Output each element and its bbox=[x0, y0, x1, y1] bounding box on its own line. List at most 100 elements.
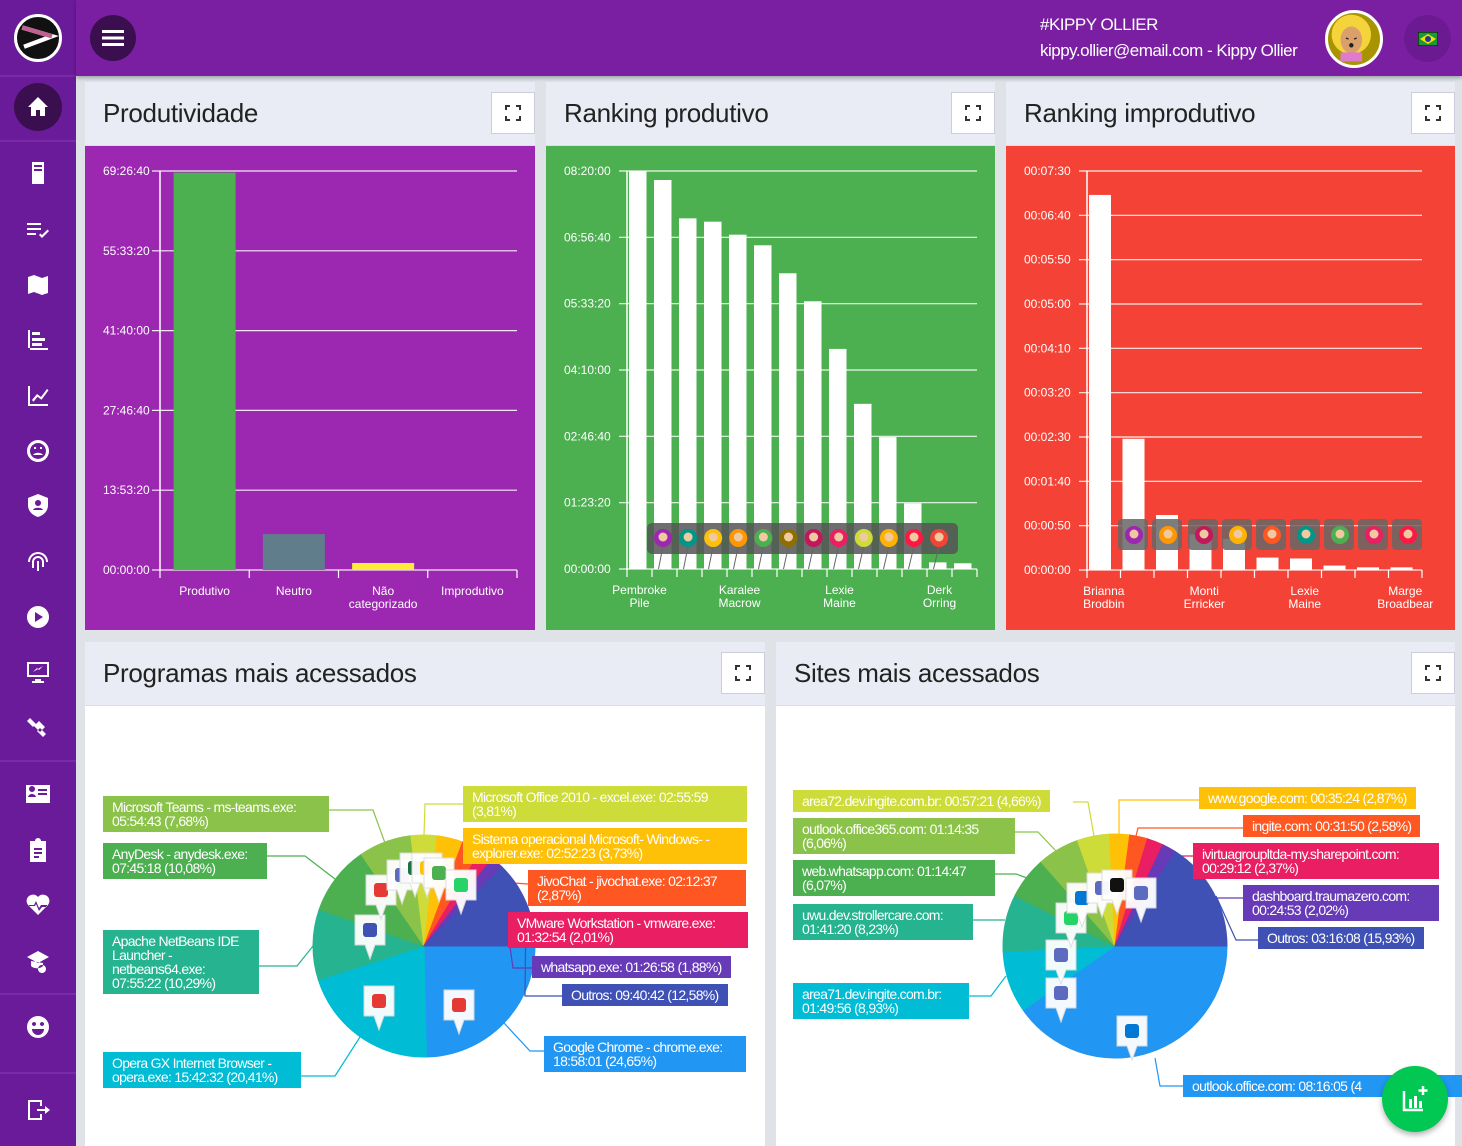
expand-button[interactable] bbox=[1411, 652, 1455, 694]
avatar-leader bbox=[683, 545, 689, 570]
x-tick-label-line: Maine bbox=[823, 596, 856, 610]
sidebar-item-play[interactable] bbox=[14, 593, 62, 641]
pie-slice bbox=[1022, 945, 1228, 1059]
icon-path bbox=[32, 162, 44, 184]
search-school-icon bbox=[27, 951, 49, 973]
sidebar-item-gauge[interactable] bbox=[14, 427, 62, 475]
app-logo-icon bbox=[1054, 948, 1068, 962]
avatar-face bbox=[909, 532, 919, 542]
language-button[interactable] bbox=[1404, 15, 1451, 62]
user-tag: #KIPPY OLLIER bbox=[1040, 15, 1158, 34]
icon-path bbox=[30, 838, 46, 862]
x-tick-label-line: Broadbear bbox=[1377, 597, 1433, 611]
sidebar-item-home[interactable] bbox=[14, 83, 62, 131]
avatar-face bbox=[1233, 529, 1243, 539]
divider bbox=[0, 1072, 76, 1074]
x-tick-label-line: Marge bbox=[1388, 584, 1422, 598]
pie-svg bbox=[969, 799, 1258, 1087]
panel-title: Produtividade bbox=[103, 98, 259, 128]
avatar-leader bbox=[858, 545, 865, 570]
avatar-face bbox=[758, 532, 768, 542]
sidebar-item-heartbeat[interactable] bbox=[14, 881, 62, 929]
bar bbox=[352, 562, 415, 570]
x-tick-label-line: Produtivo bbox=[179, 584, 230, 598]
sidebar-item-clipboard[interactable] bbox=[14, 826, 62, 874]
panel-sites: Sites mais acessados outlook.office.com:… bbox=[776, 642, 1462, 1146]
app-logo-icon bbox=[1054, 986, 1068, 1000]
y-tick-label: 01:23:20 bbox=[564, 496, 611, 510]
y-tick-label: 00:05:50 bbox=[1024, 253, 1071, 267]
pie-label: uwu.dev.strollercare.com: 01:41:20 (8,23… bbox=[793, 904, 973, 940]
app-logo-icon bbox=[452, 998, 466, 1012]
leader-line bbox=[995, 873, 1028, 879]
x-tick-label-line: Erricker bbox=[1184, 597, 1225, 611]
sidebar-item-emoji[interactable] bbox=[14, 1003, 62, 1051]
ranking-improdutivo-chart: 00:00:00 00:00:50 00:01:40 00:02:30 00:03:20… bbox=[1006, 146, 1455, 630]
leader-line bbox=[450, 838, 463, 847]
pie-label: web.whatsapp.com: 01:14:47 (6,07%) bbox=[793, 860, 995, 896]
expand-button[interactable] bbox=[491, 92, 535, 134]
sidebar-item-server[interactable] bbox=[14, 149, 62, 197]
ranking-produtivo-chart: 00:00:00 01:23:20 02:46:40 04:10:00 05:33:20… bbox=[546, 146, 995, 630]
expand-button[interactable] bbox=[721, 652, 765, 694]
pie-label: Google Chrome - chrome.exe: 18:58:01 (24… bbox=[544, 1036, 746, 1072]
bar bbox=[829, 348, 847, 569]
avatar-leader bbox=[758, 545, 764, 570]
sidebar-item-line-chart[interactable] bbox=[14, 372, 62, 420]
add-chart-button[interactable] bbox=[1382, 1066, 1448, 1132]
clipboard-icon bbox=[30, 838, 46, 862]
menu-button[interactable] bbox=[90, 15, 136, 61]
avatar-leader bbox=[908, 545, 915, 570]
sidebar-item-logout[interactable] bbox=[14, 1086, 62, 1134]
leader-line bbox=[1215, 895, 1258, 941]
sidebar-item-search-school[interactable] bbox=[14, 938, 62, 986]
icon-path bbox=[27, 662, 49, 683]
sidebar-item-map[interactable] bbox=[14, 261, 62, 309]
x-tick-label-line: Derk bbox=[927, 583, 953, 597]
y-tick-label: 00:04:10 bbox=[1024, 341, 1071, 355]
leader-line bbox=[267, 855, 336, 880]
sidebar-item-id-card[interactable] bbox=[14, 770, 62, 818]
y-tick-label: 08:20:00 bbox=[564, 164, 611, 178]
bar bbox=[704, 221, 722, 570]
pie-label: ivirtuagroupltda-my.sharepoint.com: 00:2… bbox=[1193, 843, 1439, 879]
y-tick-label: 05:33:20 bbox=[564, 297, 611, 311]
sidebar-item-satellite[interactable] bbox=[14, 704, 62, 752]
y-tick-label: 00:00:00 bbox=[103, 563, 150, 577]
app-logo[interactable] bbox=[14, 14, 62, 62]
sidebar-item-monitor[interactable] bbox=[14, 648, 62, 696]
x-tick-label: Lexie Maine bbox=[823, 583, 856, 610]
monitor-icon bbox=[27, 662, 49, 683]
avatar-face bbox=[1163, 529, 1173, 539]
avatar-face bbox=[733, 532, 743, 542]
pie-svg bbox=[259, 803, 562, 1077]
bar bbox=[629, 171, 647, 569]
sidebar-item-bar-list[interactable] bbox=[14, 316, 62, 364]
y-tick-label: 00:07:30 bbox=[1024, 164, 1071, 178]
bar bbox=[804, 301, 822, 569]
expand-button[interactable] bbox=[1411, 92, 1455, 134]
pie-label: area71.dev.ingite.com.br: 01:49:56 (8,93… bbox=[793, 983, 969, 1019]
panel-title: Sites mais acessados bbox=[794, 658, 1040, 688]
bar bbox=[654, 180, 672, 569]
icon-path bbox=[26, 785, 50, 803]
brazil-flag-icon bbox=[1417, 31, 1438, 46]
sidebar-item-user-shield[interactable] bbox=[14, 482, 62, 530]
heartbeat-icon bbox=[26, 894, 50, 915]
user-avatar[interactable] bbox=[1325, 10, 1383, 68]
y-tick-label: 00:01:40 bbox=[1024, 474, 1071, 488]
x-tick-label-line: Karalee bbox=[719, 583, 761, 597]
avatar-face bbox=[884, 532, 894, 542]
expand-button[interactable] bbox=[951, 92, 995, 134]
sidebar-item-checklist[interactable] bbox=[14, 205, 62, 253]
bar bbox=[779, 273, 797, 569]
bar-list-icon bbox=[28, 330, 48, 350]
y-tick-label: 06:56:40 bbox=[564, 230, 611, 244]
x-tick-label-line: Orring bbox=[923, 596, 956, 610]
avatar-face bbox=[809, 532, 819, 542]
avatar-strip bbox=[647, 523, 958, 554]
avatar-face bbox=[1267, 529, 1277, 539]
leader-line bbox=[329, 809, 386, 844]
sidebar-item-fingerprint[interactable] bbox=[14, 538, 62, 586]
x-tick-label: Marge Broadbear bbox=[1377, 584, 1433, 611]
